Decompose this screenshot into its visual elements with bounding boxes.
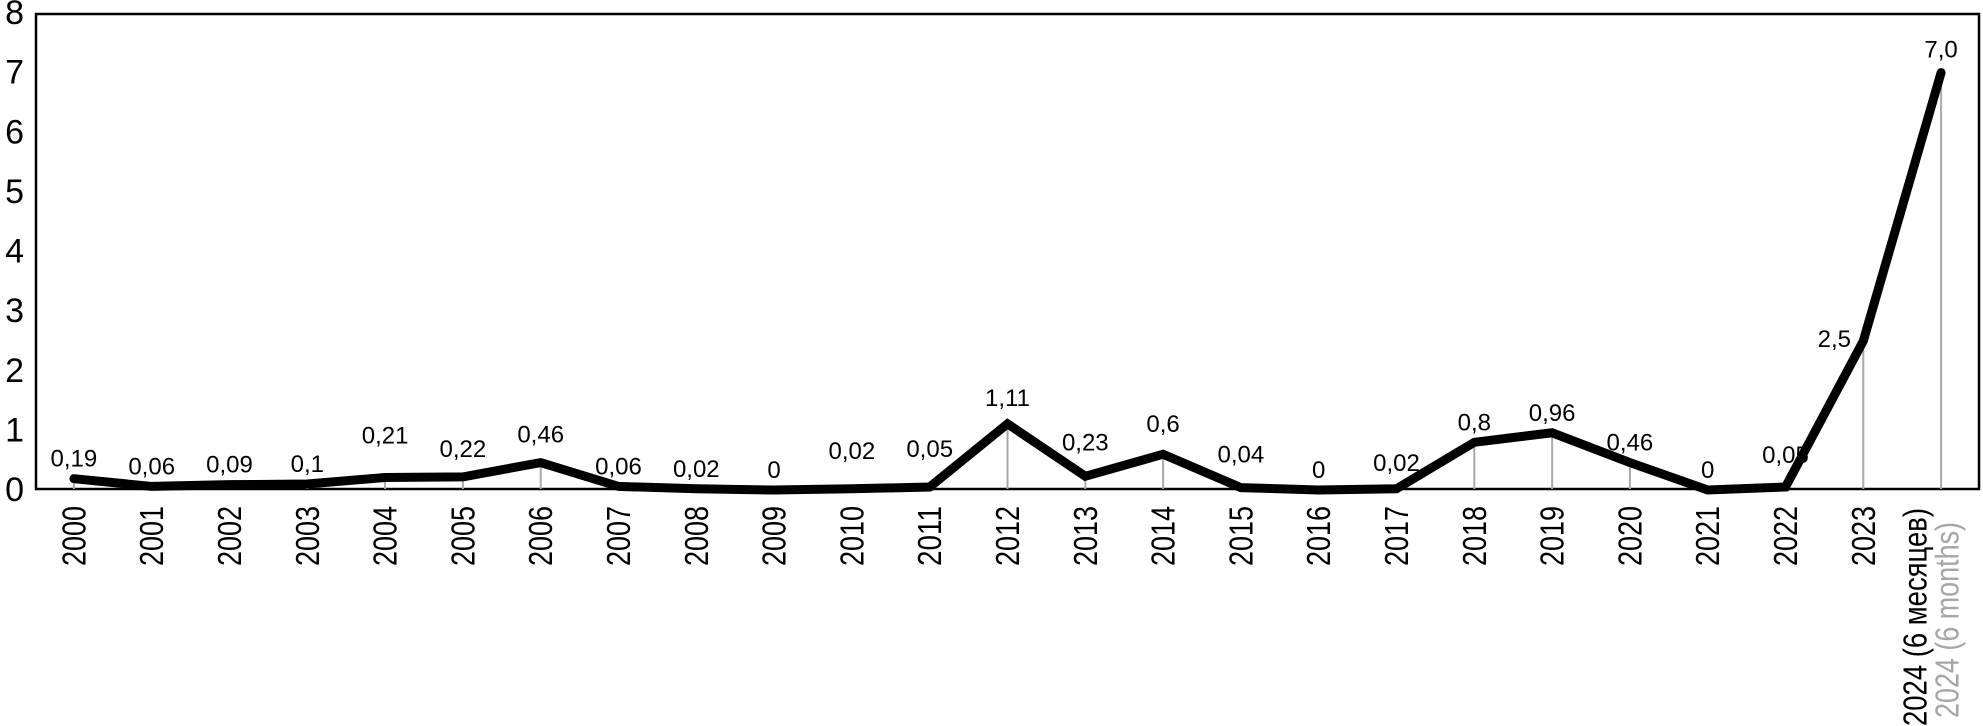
data-point-label: 0,09: [206, 452, 253, 479]
x-tick-label: 2000: [55, 506, 92, 566]
data-point-label: 7,0: [1924, 37, 1957, 64]
x-tick-label: 2001: [133, 506, 170, 566]
x-tick-label: 2020: [1611, 506, 1648, 566]
x-tick-label: 2015: [1222, 506, 1259, 566]
data-point-label: 0,05: [1762, 442, 1809, 469]
x-tick-label: 2021: [1689, 506, 1726, 566]
plot-border: [34, 12, 1981, 491]
x-tick-label: 2012: [989, 506, 1026, 566]
y-tick-label: 6: [5, 113, 24, 151]
data-point-label: 0,6: [1146, 411, 1179, 438]
x-tick-label-last-secondary: 2024 (6 months): [1929, 522, 1966, 718]
data-point-label: 0,06: [128, 453, 175, 480]
x-tick-label: 2006: [522, 506, 559, 566]
y-tick-label: 2: [5, 352, 24, 390]
x-tick-label: 2010: [833, 506, 870, 566]
data-point-label: 0,46: [1607, 430, 1654, 457]
y-tick-label: 8: [5, 0, 24, 32]
y-tick-label: 3: [5, 292, 24, 330]
y-tick-label: 4: [5, 233, 24, 271]
data-point-label: 0,21: [362, 422, 409, 449]
x-tick-label: 2002: [211, 506, 248, 566]
y-tick-label: 0: [5, 471, 24, 509]
data-point-label: 0,02: [1373, 450, 1420, 477]
data-point-label: 0: [767, 457, 780, 484]
x-tick-label: 2005: [444, 506, 481, 566]
data-point-label: 2,5: [1818, 326, 1851, 353]
x-tick-label: 2007: [600, 506, 637, 566]
x-tick-label: 2011: [911, 506, 948, 566]
data-point-label: 0,04: [1218, 442, 1265, 469]
y-tick-label: 7: [5, 54, 24, 92]
y-tick-label: 5: [5, 173, 24, 211]
data-point-label: 0,05: [906, 436, 953, 463]
y-tick-label: 1: [5, 411, 24, 449]
data-point-label: 0: [1312, 457, 1325, 484]
x-tick-label: 2013: [1067, 506, 1104, 566]
data-point-label: 0,46: [517, 422, 564, 449]
data-point-label: 0,23: [1062, 429, 1109, 456]
data-point-label: 0,06: [595, 453, 642, 480]
x-tick-label: 2018: [1456, 506, 1493, 566]
data-point-label: 0,8: [1458, 409, 1491, 436]
x-tick-label: 2016: [1300, 506, 1337, 566]
data-point-label: 0,02: [673, 456, 720, 483]
x-tick-label: 2017: [1378, 506, 1415, 566]
data-line: [69, 68, 1946, 495]
x-tick-label: 2014: [1145, 506, 1182, 566]
x-tick-label-last-primary: 2024 (6 месяцев): [1897, 508, 1934, 726]
x-tick-label: 2008: [678, 506, 715, 566]
data-point-label: 0,96: [1529, 400, 1576, 427]
data-point-label: 0,1: [291, 451, 324, 478]
x-tick-label: 2003: [289, 506, 326, 566]
data-point-label: 0: [1701, 457, 1714, 484]
data-point-label: 1,11: [985, 385, 1030, 412]
x-tick-label: 2022: [1767, 506, 1804, 566]
x-tick-label: 2009: [756, 506, 793, 566]
data-point-label: 0,22: [440, 436, 487, 463]
data-point-label: 0,02: [829, 438, 876, 465]
data-point-label: 0,19: [51, 446, 98, 473]
x-tick-label: 2019: [1534, 506, 1571, 566]
x-tick-label: 2004: [367, 506, 404, 566]
x-tick-label: 2023: [1845, 506, 1882, 566]
